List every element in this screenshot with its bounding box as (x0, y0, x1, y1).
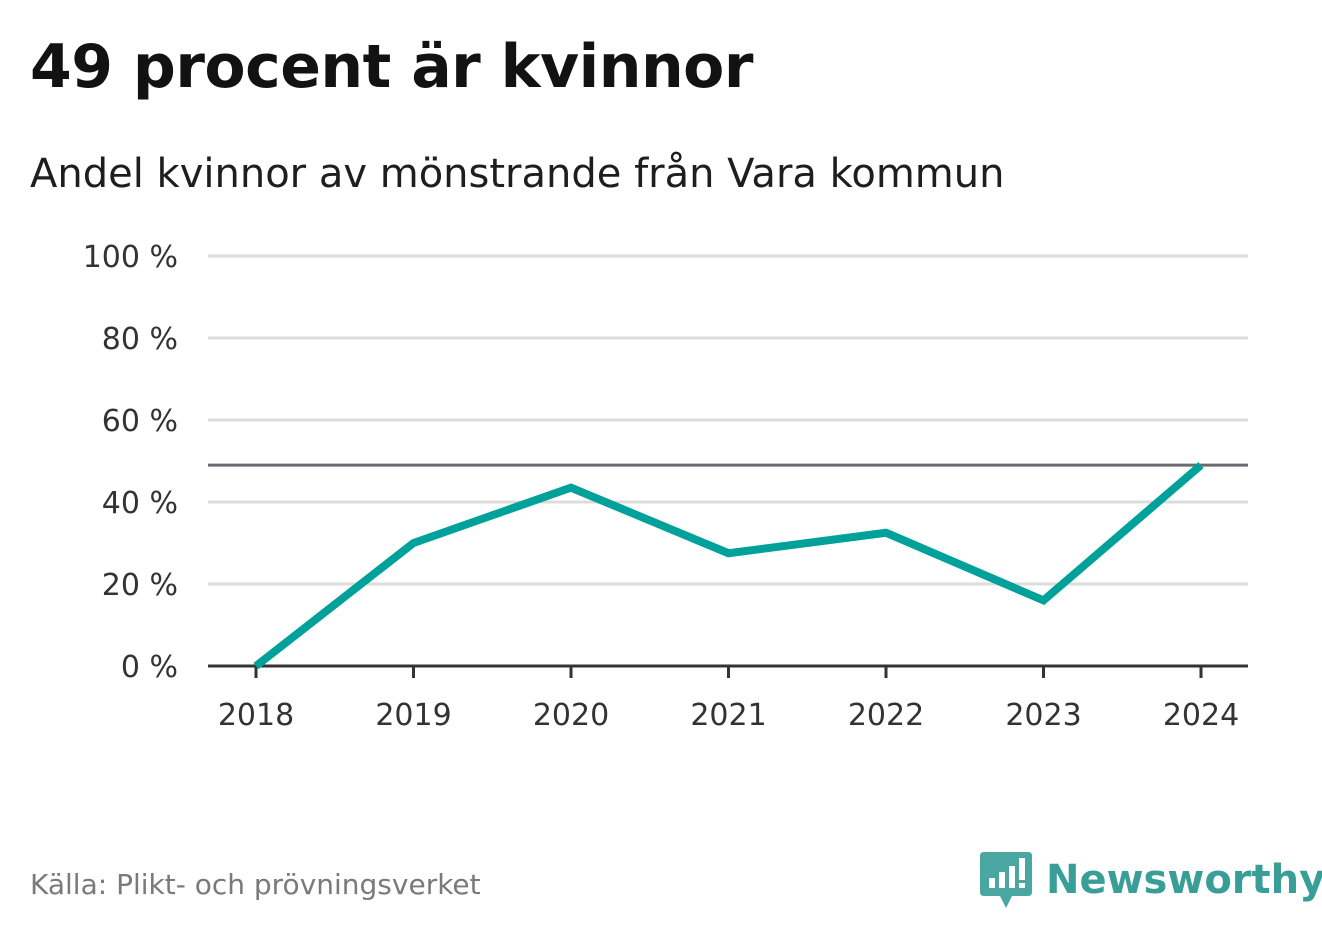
y-tick-label: 0 % (121, 650, 178, 685)
newsworthy-logo-icon (980, 852, 1032, 908)
x-tick-label: 2021 (690, 698, 766, 733)
y-tick-label: 40 % (102, 486, 178, 521)
x-tick-label: 2024 (1163, 698, 1239, 733)
y-tick-label: 80 % (102, 322, 178, 357)
chart-title: 49 procent är kvinnor (30, 32, 753, 102)
x-tick-label: 2023 (1005, 698, 1081, 733)
x-tick-label: 2018 (218, 698, 294, 733)
y-tick-label: 100 % (83, 240, 178, 275)
source-note: Källa: Plikt- och prövningsverket (30, 868, 481, 901)
brand-logo: Newsworthy (978, 848, 1322, 912)
x-tick-label: 2022 (848, 698, 924, 733)
x-tick-label: 2020 (533, 698, 609, 733)
chart-subtitle: Andel kvinnor av mönstrande från Vara ko… (30, 151, 1005, 197)
y-tick-label: 60 % (102, 404, 178, 439)
brand-name: Newsworthy (1046, 857, 1322, 903)
y-tick-label: 20 % (102, 568, 178, 603)
x-tick-label: 2019 (375, 698, 451, 733)
series-line (253, 462, 1204, 670)
